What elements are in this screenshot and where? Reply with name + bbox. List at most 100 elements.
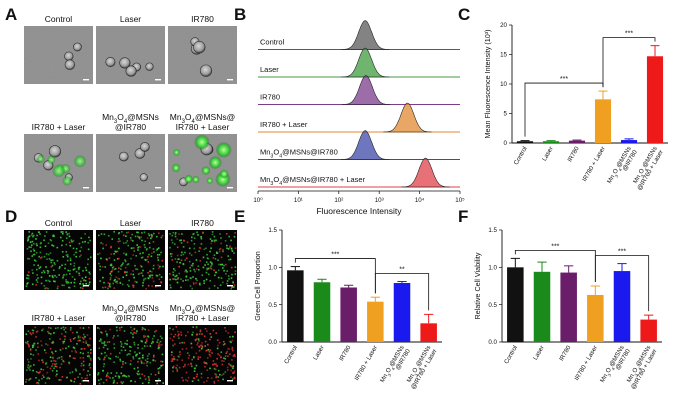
live-cell-dot [85, 282, 87, 285]
live-cell-dot [127, 353, 130, 355]
live-cell-dot [214, 274, 216, 277]
live-cell-dot [32, 248, 35, 251]
live-cell-dot [173, 268, 175, 270]
live-cell-dot [124, 362, 127, 364]
x-category-label: IR780 + Laser [581, 146, 607, 183]
dead-cell-dot [98, 327, 101, 330]
panel-letter-e: E [234, 207, 245, 226]
dead-cell-dot [173, 335, 175, 338]
live-cell-dot [73, 262, 76, 265]
live-cell-dot [230, 288, 232, 290]
dead-cell-dot [199, 356, 202, 359]
live-cell-dot [137, 344, 139, 346]
dead-cell-dot [52, 363, 54, 365]
live-cell-dot [150, 255, 153, 258]
dead-cell-dot [157, 264, 159, 267]
live-cell-dot [60, 327, 63, 330]
dead-cell-dot [174, 333, 177, 336]
live-cell-dot [136, 231, 138, 234]
dead-cell-dot [210, 377, 213, 379]
dead-cell-dot [197, 342, 199, 344]
live-cell-dot [126, 240, 129, 242]
live-cell-dot [156, 341, 158, 343]
live-cell-dot [48, 377, 51, 380]
bar [620, 140, 638, 143]
dead-cell-dot [161, 259, 164, 262]
dead-cell-dot [176, 258, 179, 260]
cell [118, 151, 129, 162]
live-cell-dot [199, 330, 202, 333]
dead-cell-dot [32, 332, 34, 334]
live-cell-dot [188, 260, 191, 263]
dead-cell-dot [210, 242, 213, 245]
dead-cell-dot [225, 233, 228, 235]
live-cell-dot [116, 329, 118, 332]
green-fluorescent-cell [216, 142, 232, 158]
live-cell-dot [62, 256, 65, 258]
dead-cell-dot [109, 352, 112, 355]
live-cell-dot [150, 233, 153, 236]
live-cell-dot [61, 240, 64, 242]
dead-cell-dot [200, 376, 203, 379]
live-cell-dot [43, 271, 46, 274]
live-cell-dot [73, 347, 76, 349]
live-cell-dot [41, 377, 43, 380]
live-cell-dot [65, 251, 68, 253]
live-cell-dot [117, 375, 120, 377]
dead-cell-dot [184, 270, 186, 273]
dead-cell-dot [181, 376, 183, 379]
dead-cell-dot [82, 357, 85, 359]
live-cell-dot [77, 335, 80, 337]
live-cell-dot [49, 252, 52, 254]
dead-cell-dot [42, 361, 44, 363]
live-cell-dot [29, 377, 32, 380]
dead-cell-dot [29, 349, 32, 352]
live-cell-dot [113, 268, 116, 271]
live-cell-dot [156, 235, 158, 238]
live-cell-dot [182, 263, 185, 265]
live-cell-dot [201, 346, 204, 349]
live-cell-dot [108, 235, 110, 237]
live-cell-dot [61, 284, 63, 287]
live-cell-dot [140, 257, 143, 259]
live-cell-dot [132, 336, 134, 339]
live-cell-dot [109, 284, 111, 286]
bar [367, 301, 384, 342]
dead-cell-dot [46, 371, 49, 374]
live-cell-dot [138, 352, 141, 354]
live-cell-dot [178, 258, 180, 260]
live-cell-dot [137, 347, 139, 349]
dead-cell-dot [201, 344, 203, 347]
dead-cell-dot [118, 267, 120, 269]
live-cell-dot [193, 370, 196, 372]
green-fluorescent-cell [173, 149, 180, 156]
live-cell-dot [106, 348, 109, 350]
live-cell-dot [125, 271, 127, 273]
live-cell-dot [77, 268, 80, 271]
live-cell-dot [149, 275, 151, 278]
live-cell-dot [86, 263, 89, 266]
dead-cell-dot [231, 359, 233, 361]
y-tick-label: 10 [500, 81, 507, 88]
dead-cell-dot [196, 373, 198, 376]
live-cell-dot [27, 330, 30, 332]
dead-cell-dot [42, 328, 44, 330]
dead-cell-dot [108, 285, 110, 288]
dead-cell-dot [178, 366, 181, 369]
dead-cell-dot [143, 362, 145, 365]
live-cell-dot [142, 284, 144, 287]
live-cell-dot [149, 270, 151, 273]
live-cell-dot [192, 276, 194, 278]
live-cell-dot [157, 339, 159, 341]
live-cell-dot [29, 369, 31, 371]
live-cell-dot [227, 275, 230, 277]
live-cell-dot [156, 382, 158, 385]
live-cell-dot [66, 255, 69, 258]
scale-bar [227, 79, 233, 81]
dead-cell-dot [110, 271, 112, 273]
dead-cell-dot [69, 338, 72, 341]
live-cell-dot [51, 244, 53, 246]
live-cell-dot [53, 280, 55, 282]
dead-cell-dot [34, 326, 37, 329]
x-tick-label: 10⁰ [253, 197, 263, 204]
